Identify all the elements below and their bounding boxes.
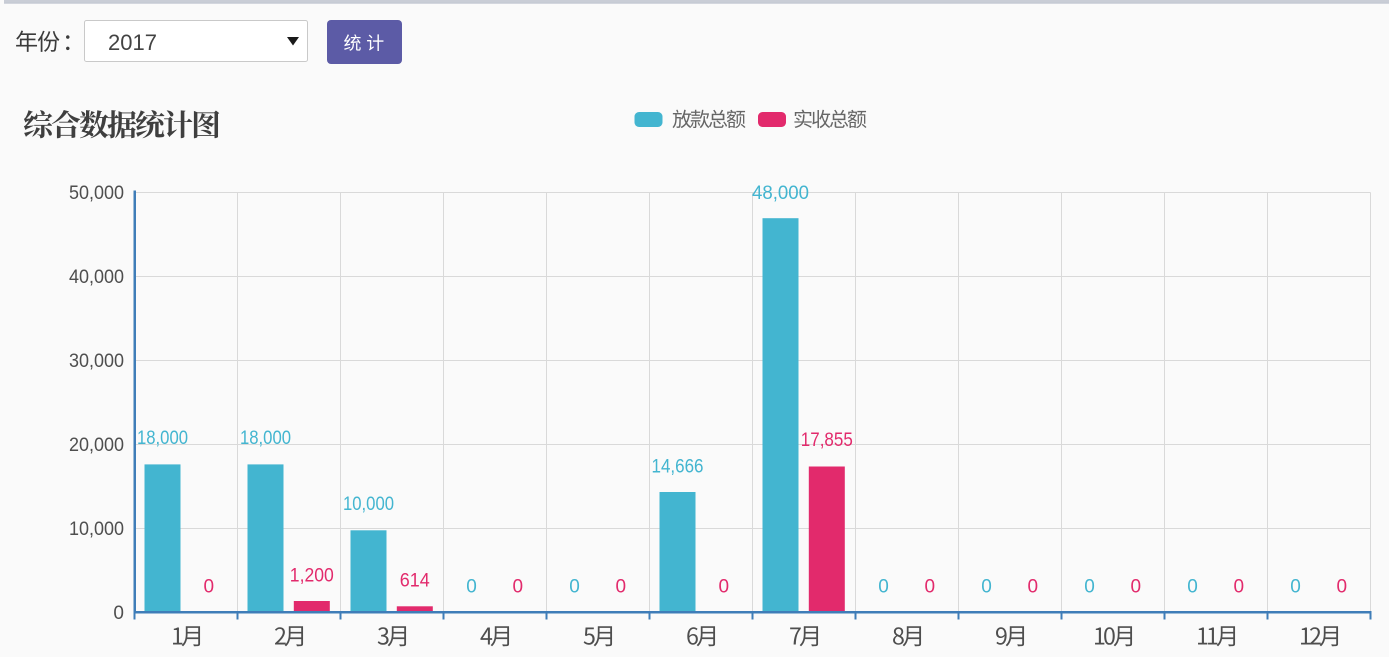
svg-text:40,000: 40,000	[69, 267, 124, 288]
svg-text:614: 614	[400, 571, 430, 592]
svg-text:1,200: 1,200	[290, 565, 334, 586]
svg-text:0: 0	[1290, 576, 1301, 597]
svg-text:0: 0	[719, 576, 730, 597]
svg-text:0: 0	[1337, 576, 1348, 597]
svg-text:17,855: 17,855	[801, 430, 853, 451]
svg-text:0: 0	[204, 576, 215, 597]
svg-text:20,000: 20,000	[69, 435, 124, 456]
svg-text:10,000: 10,000	[69, 519, 124, 540]
svg-text:30,000: 30,000	[69, 351, 124, 372]
svg-text:0: 0	[1187, 576, 1198, 597]
svg-text:0: 0	[616, 576, 627, 597]
svg-text:0: 0	[1131, 576, 1142, 597]
svg-text:0: 0	[569, 576, 580, 597]
svg-text:0: 0	[466, 576, 477, 597]
svg-text:0: 0	[1084, 576, 1095, 597]
svg-text:0: 0	[513, 576, 524, 597]
svg-text:0: 0	[1028, 576, 1039, 597]
svg-text:0: 0	[981, 576, 992, 597]
svg-text:50,000: 50,000	[69, 183, 124, 204]
svg-text:0: 0	[925, 576, 936, 597]
svg-text:0: 0	[878, 576, 889, 597]
svg-text:2017: 2017	[108, 30, 157, 55]
svg-text:48,000: 48,000	[752, 183, 809, 204]
svg-text:0: 0	[113, 603, 124, 624]
svg-text:14,666: 14,666	[652, 456, 704, 477]
svg-text:18,000: 18,000	[137, 428, 188, 449]
svg-text:18,000: 18,000	[240, 428, 291, 449]
svg-text:10,000: 10,000	[343, 494, 394, 515]
svg-text:0: 0	[1234, 576, 1245, 597]
